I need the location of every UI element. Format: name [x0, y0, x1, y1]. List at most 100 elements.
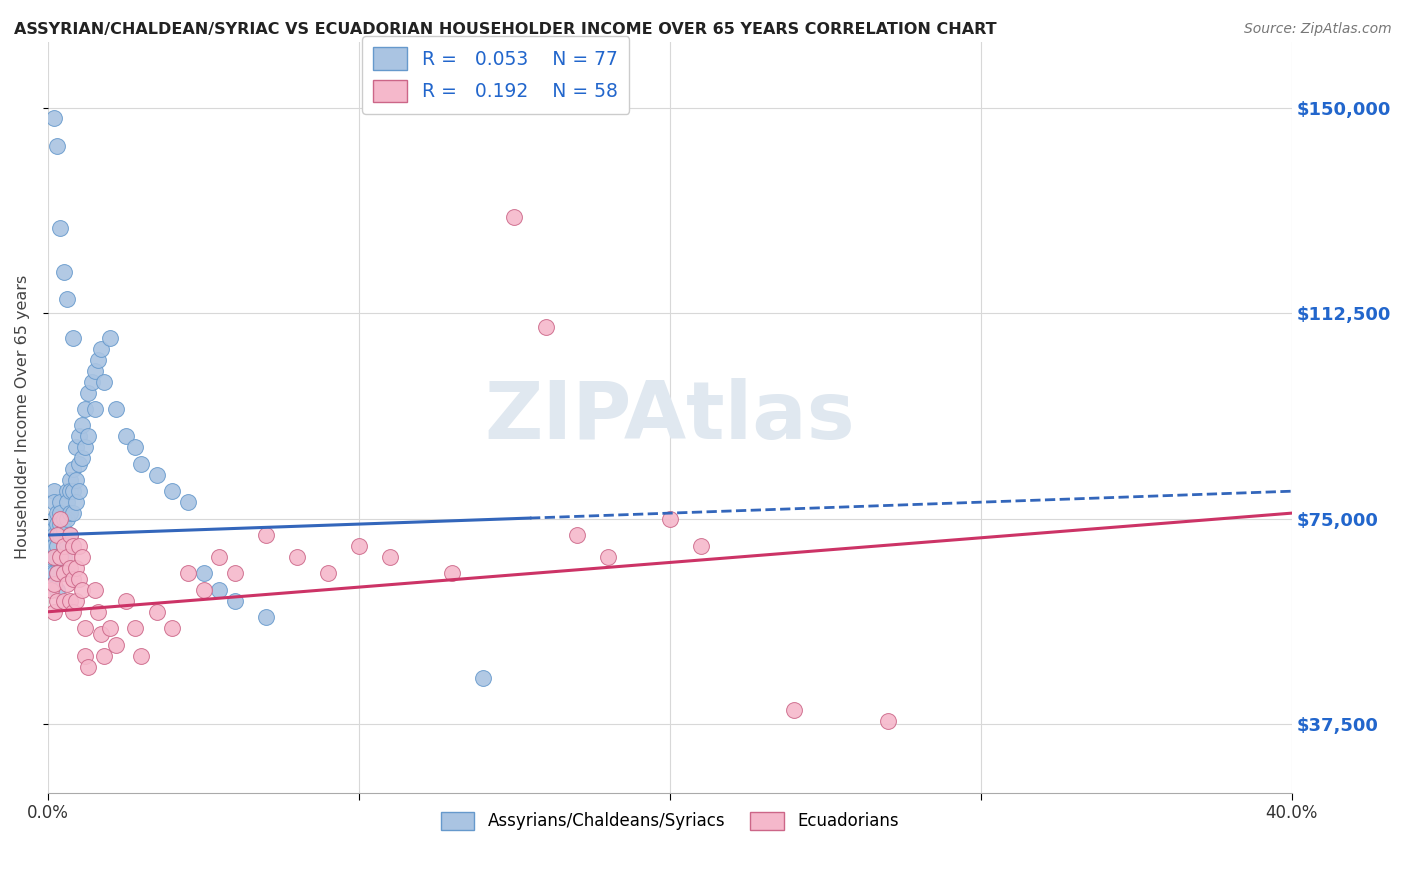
Point: [62, 331, 84, 345]
Point: [55, 577, 77, 591]
Point: [46, 506, 69, 520]
Point: [59, 561, 82, 575]
Point: [62, 572, 84, 586]
Point: [193, 582, 215, 597]
Point: [93, 648, 115, 663]
Point: [65, 473, 87, 487]
Point: [67, 572, 90, 586]
Point: [565, 528, 588, 542]
Point: [285, 549, 308, 564]
Point: [378, 549, 401, 564]
Point: [90, 626, 112, 640]
Point: [90, 342, 112, 356]
Point: [472, 671, 495, 685]
Point: [65, 441, 87, 455]
Point: [52, 566, 75, 581]
Point: [44, 495, 66, 509]
Point: [441, 566, 464, 581]
Point: [87, 352, 110, 367]
Point: [80, 375, 103, 389]
Point: [87, 605, 110, 619]
Point: [162, 484, 184, 499]
Point: [44, 112, 66, 126]
Point: [39, 539, 62, 553]
Point: [39, 566, 62, 581]
Point: [503, 210, 526, 224]
Point: [62, 539, 84, 553]
Point: [52, 566, 75, 581]
Point: [98, 331, 121, 345]
Point: [39, 523, 62, 537]
Point: [124, 621, 146, 635]
Point: [49, 495, 72, 509]
Point: [46, 139, 69, 153]
Point: [46, 528, 69, 542]
Point: [65, 594, 87, 608]
Point: [783, 703, 806, 717]
Point: [72, 549, 94, 564]
Point: [146, 467, 169, 482]
Point: [67, 429, 90, 443]
Point: [55, 495, 77, 509]
Point: [254, 528, 277, 542]
Point: [46, 594, 69, 608]
Point: [65, 561, 87, 575]
Point: [876, 714, 898, 729]
Point: [62, 484, 84, 499]
Point: [46, 566, 69, 581]
Point: [46, 517, 69, 532]
Point: [596, 549, 619, 564]
Point: [75, 441, 97, 455]
Point: [44, 549, 66, 564]
Point: [59, 484, 82, 499]
Point: [59, 594, 82, 608]
Point: [39, 549, 62, 564]
Point: [44, 605, 66, 619]
Point: [49, 549, 72, 564]
Point: [146, 605, 169, 619]
Point: [46, 539, 69, 553]
Point: [49, 506, 72, 520]
Point: [93, 375, 115, 389]
Point: [46, 566, 69, 581]
Point: [59, 473, 82, 487]
Point: [55, 511, 77, 525]
Point: [39, 582, 62, 597]
Point: [98, 621, 121, 635]
Point: [224, 594, 246, 608]
Point: [72, 582, 94, 597]
Point: [75, 402, 97, 417]
Point: [347, 539, 370, 553]
Point: [52, 539, 75, 553]
Y-axis label: Householder Income Over 65 years: Householder Income Over 65 years: [15, 275, 30, 559]
Point: [208, 582, 231, 597]
Point: [52, 511, 75, 525]
Point: [52, 549, 75, 564]
Text: ZIPAtlas: ZIPAtlas: [485, 378, 855, 456]
Legend: Assyrians/Chaldeans/Syriacs, Ecuadorians: Assyrians/Chaldeans/Syriacs, Ecuadorians: [434, 805, 905, 837]
Point: [208, 549, 231, 564]
Point: [124, 441, 146, 455]
Point: [52, 523, 75, 537]
Point: [46, 528, 69, 542]
Text: Source: ZipAtlas.com: Source: ZipAtlas.com: [1244, 22, 1392, 37]
Point: [62, 605, 84, 619]
Point: [49, 549, 72, 564]
Point: [65, 495, 87, 509]
Point: [67, 484, 90, 499]
Point: [44, 528, 66, 542]
Point: [105, 402, 128, 417]
Point: [77, 429, 100, 443]
Point: [46, 549, 69, 564]
Point: [49, 511, 72, 525]
Point: [59, 528, 82, 542]
Point: [316, 566, 339, 581]
Point: [114, 429, 136, 443]
Point: [62, 506, 84, 520]
Point: [114, 594, 136, 608]
Point: [177, 495, 200, 509]
Point: [72, 451, 94, 466]
Point: [72, 418, 94, 433]
Point: [52, 265, 75, 279]
Point: [44, 539, 66, 553]
